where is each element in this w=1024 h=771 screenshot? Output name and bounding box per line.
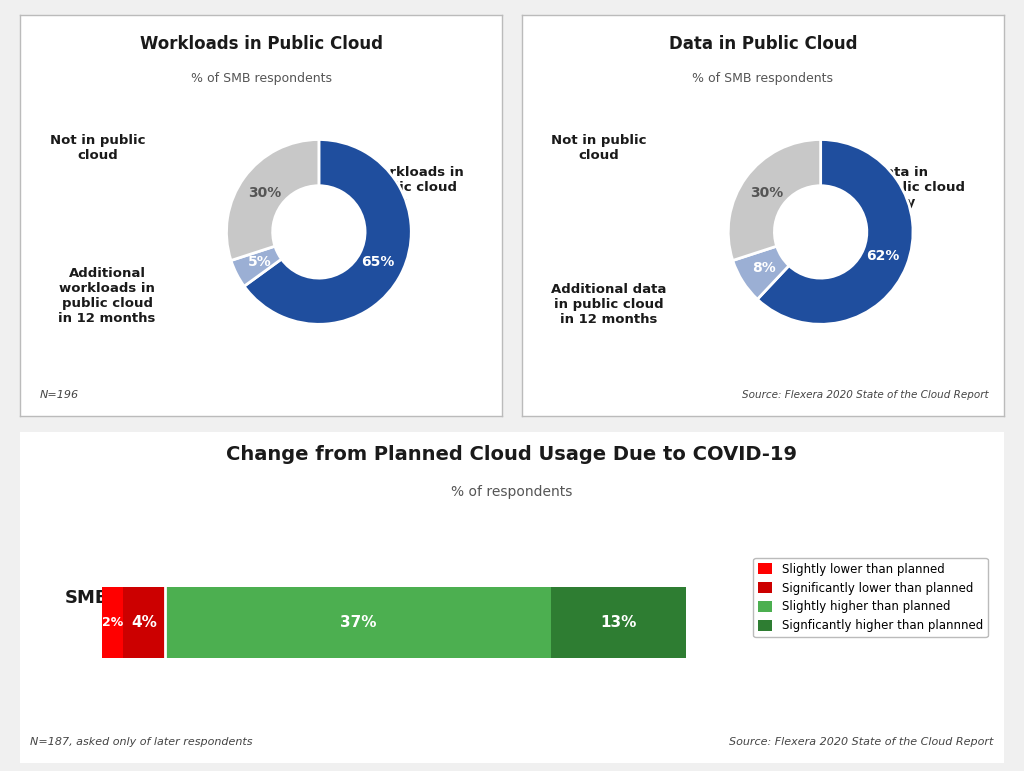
Wedge shape bbox=[231, 246, 282, 286]
Wedge shape bbox=[728, 140, 820, 261]
Text: % of SMB respondents: % of SMB respondents bbox=[190, 72, 332, 85]
Text: 4%: 4% bbox=[131, 615, 157, 630]
Wedge shape bbox=[244, 140, 412, 325]
Legend: Slightly lower than planned, Significantly lower than planned, Slightly higher t: Slightly lower than planned, Significant… bbox=[754, 558, 988, 637]
Bar bbox=[165, 588, 551, 658]
Text: 62%: 62% bbox=[866, 249, 899, 264]
Bar bbox=[102, 588, 123, 658]
Wedge shape bbox=[226, 140, 318, 261]
Text: 30%: 30% bbox=[751, 186, 783, 200]
Text: Workloads in Public Cloud: Workloads in Public Cloud bbox=[139, 35, 383, 53]
Text: Additional data
in public cloud
in 12 months: Additional data in public cloud in 12 mo… bbox=[551, 283, 667, 325]
Wedge shape bbox=[758, 140, 913, 325]
Bar bbox=[123, 588, 165, 658]
Text: 65%: 65% bbox=[361, 255, 395, 269]
Wedge shape bbox=[733, 246, 790, 299]
Text: Workloads in
public cloud
today: Workloads in public cloud today bbox=[366, 167, 463, 209]
Text: Source: Flexera 2020 State of the Cloud Report: Source: Flexera 2020 State of the Cloud … bbox=[742, 390, 989, 400]
Text: Additional
workloads in
public cloud
in 12 months: Additional workloads in public cloud in … bbox=[58, 267, 156, 325]
Bar bbox=[551, 588, 686, 658]
Text: Source: Flexera 2020 State of the Cloud Report: Source: Flexera 2020 State of the Cloud … bbox=[729, 737, 993, 746]
Text: Not in public
cloud: Not in public cloud bbox=[552, 133, 647, 162]
Text: 5%: 5% bbox=[248, 255, 271, 269]
Text: % of respondents: % of respondents bbox=[452, 485, 572, 499]
Text: N=187, asked only of later respondents: N=187, asked only of later respondents bbox=[31, 737, 253, 746]
Text: Data in
public cloud
today: Data in public cloud today bbox=[874, 167, 965, 209]
Text: % of SMB respondents: % of SMB respondents bbox=[692, 72, 834, 85]
Text: 37%: 37% bbox=[340, 615, 376, 630]
Text: Data in Public Cloud: Data in Public Cloud bbox=[669, 35, 857, 53]
Text: 13%: 13% bbox=[600, 615, 637, 630]
Text: 8%: 8% bbox=[753, 261, 776, 274]
Text: 30%: 30% bbox=[249, 186, 282, 200]
Text: Not in public
cloud: Not in public cloud bbox=[50, 133, 145, 162]
Text: 2%: 2% bbox=[102, 616, 124, 629]
Text: SMB: SMB bbox=[65, 588, 109, 607]
Text: Change from Planned Cloud Usage Due to COVID-19: Change from Planned Cloud Usage Due to C… bbox=[226, 445, 798, 464]
Text: N=196: N=196 bbox=[40, 390, 79, 400]
